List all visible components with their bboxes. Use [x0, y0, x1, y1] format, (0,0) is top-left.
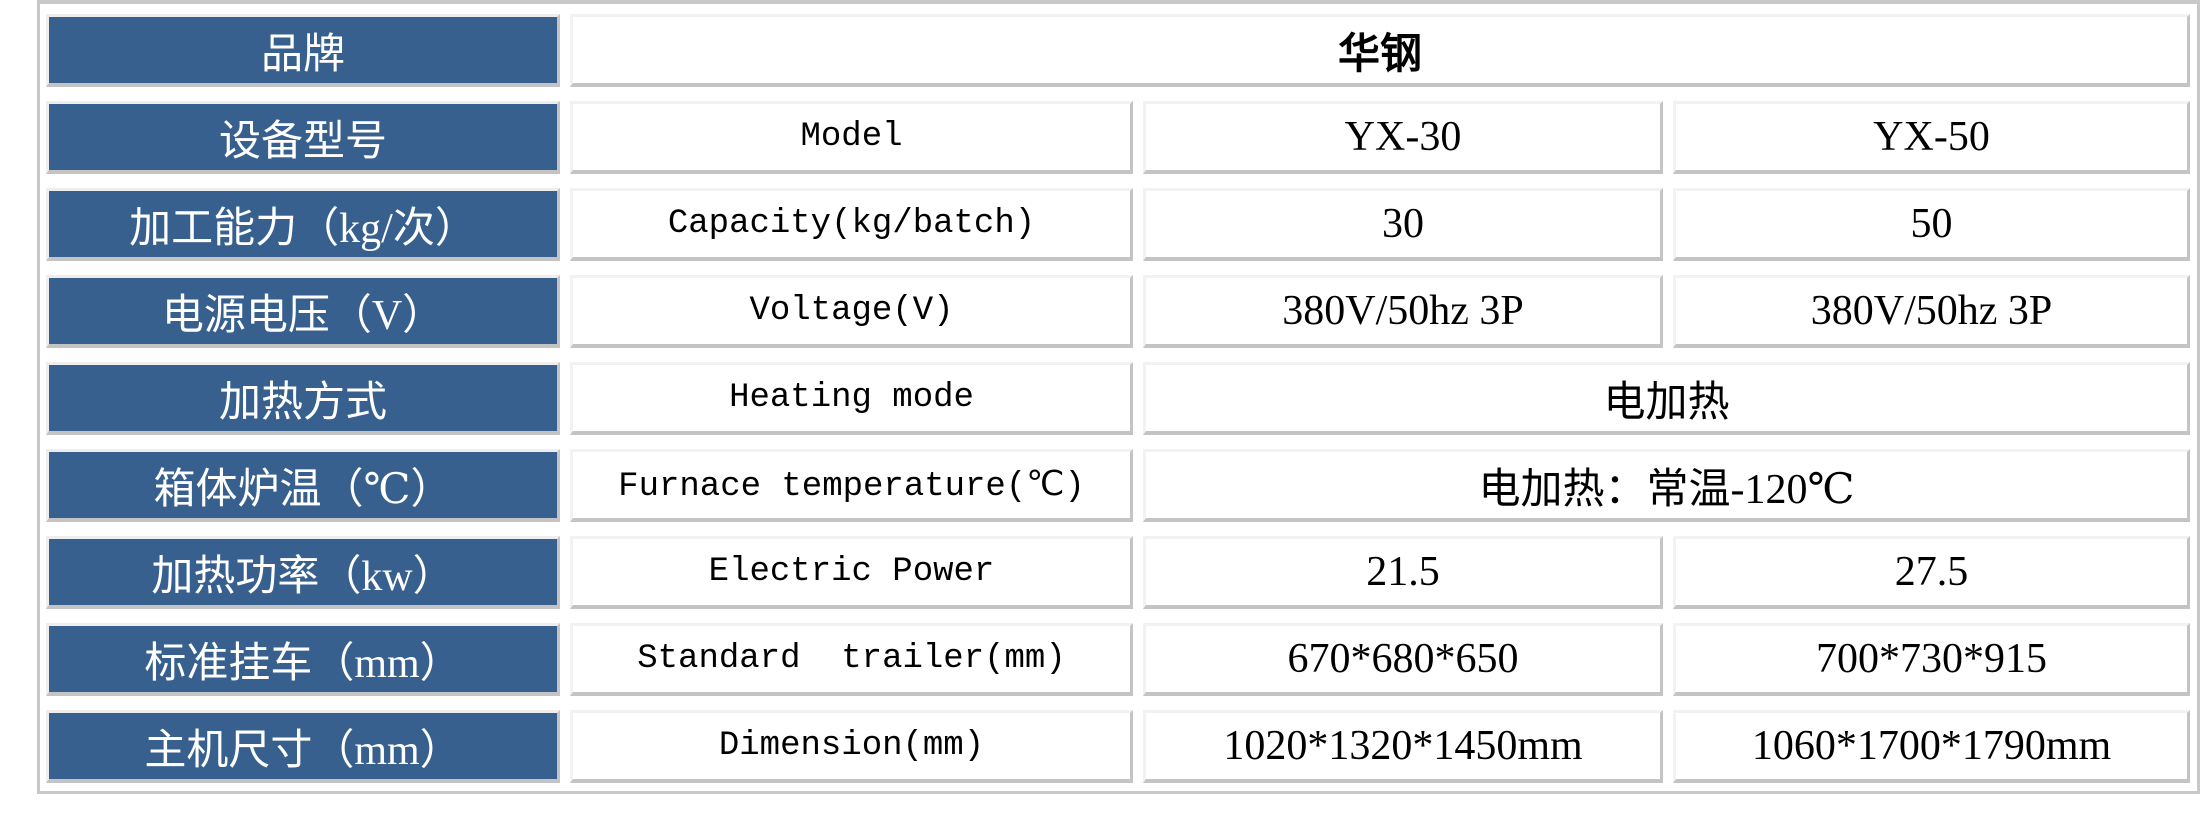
row-label-dimension: 主机尺寸（mm）	[46, 710, 560, 783]
row-en-heating-mode: Heating mode	[570, 362, 1133, 435]
row-label-furnace-temp: 箱体炉温（℃）	[46, 449, 560, 522]
row-label-model: 设备型号	[46, 101, 560, 174]
row-en-model: Model	[570, 101, 1133, 174]
capacity-yx50: 50	[1673, 188, 2190, 261]
brand-value: 华钢	[570, 14, 2190, 87]
model-yx50: YX-50	[1673, 101, 2190, 174]
row-label-voltage: 电源电压（V）	[46, 275, 560, 348]
row-label-brand: 品牌	[46, 14, 560, 87]
heating-mode-value: 电加热	[1143, 362, 2190, 435]
dimension-yx50: 1060*1700*1790mm	[1673, 710, 2190, 783]
trailer-yx50: 700*730*915	[1673, 623, 2190, 696]
row-en-voltage: Voltage(V)	[570, 275, 1133, 348]
row-en-furnace-temp: Furnace temperature(℃)	[570, 449, 1133, 522]
power-yx30: 21.5	[1143, 536, 1663, 609]
power-yx50: 27.5	[1673, 536, 2190, 609]
trailer-yx30: 670*680*650	[1143, 623, 1663, 696]
row-en-power: Electric Power	[570, 536, 1133, 609]
row-label-capacity: 加工能力（kg/次）	[46, 188, 560, 261]
row-en-trailer: Standard trailer(mm)	[570, 623, 1133, 696]
furnace-temp-value: 电加热：常温-120℃	[1143, 449, 2190, 522]
row-label-power: 加热功率（kw）	[46, 536, 560, 609]
row-en-capacity: Capacity(kg/batch)	[570, 188, 1133, 261]
spec-table: 品牌 华钢 设备型号 Model YX-30 YX-50 加工能力（kg/次） …	[46, 14, 2190, 783]
row-label-heating-mode: 加热方式	[46, 362, 560, 435]
voltage-yx50: 380V/50hz 3P	[1673, 275, 2190, 348]
row-en-dimension: Dimension(mm)	[570, 710, 1133, 783]
capacity-yx30: 30	[1143, 188, 1663, 261]
voltage-yx30: 380V/50hz 3P	[1143, 275, 1663, 348]
dimension-yx30: 1020*1320*1450mm	[1143, 710, 1663, 783]
row-label-trailer: 标准挂车（mm）	[46, 623, 560, 696]
model-yx30: YX-30	[1143, 101, 1663, 174]
